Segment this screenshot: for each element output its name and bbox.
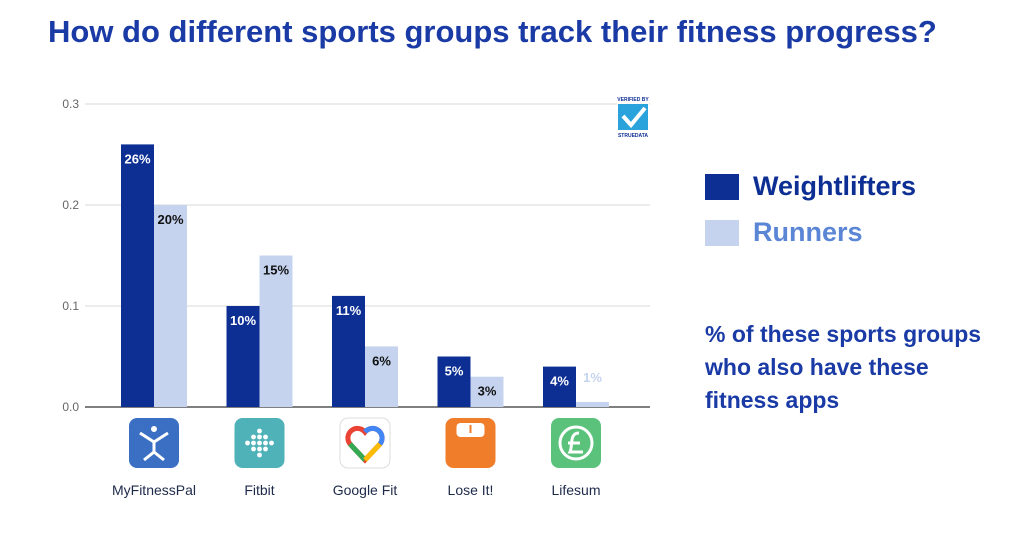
category-labels: MyFitnessPal Fitbit Google Fit Lose It! Life…: [112, 482, 601, 498]
bar-weightlifters: [226, 306, 260, 407]
category-label: Lose It!: [448, 482, 494, 498]
legend-label-runners: Runners: [753, 217, 863, 247]
data-label: 10%: [230, 313, 256, 328]
data-label: 26%: [124, 151, 150, 166]
bar-runners: [365, 346, 398, 407]
data-label: 3%: [478, 384, 497, 399]
y-tick-label: 0.1: [62, 299, 79, 313]
bars: [121, 144, 609, 407]
legend-item-weightlifters: Weightlifters: [705, 171, 916, 202]
fitbit-icon: [234, 418, 285, 468]
bar-runners: [154, 205, 187, 407]
data-label: 11%: [336, 303, 362, 318]
y-tick-label: 0.0: [62, 400, 79, 414]
category-label: Google Fit: [333, 482, 398, 498]
lose-it-icon: [445, 418, 496, 468]
myfitnesspal-icon: [129, 418, 179, 468]
verified-badge: VERIFIED BY STRUEDATA: [617, 97, 649, 139]
google-fit-icon: [339, 417, 391, 469]
lifesum-icon: [551, 418, 601, 468]
data-labels: 26% 10% 11% 5% 4% 20% 15% 6% 3% 1%: [124, 151, 602, 398]
y-tick-label: 0.3: [62, 97, 79, 111]
data-label: 6%: [372, 353, 391, 368]
bar-runners: [259, 255, 293, 407]
y-tick-label: 0.2: [62, 198, 79, 212]
legend-item-runners: Runners: [705, 217, 863, 248]
bar-runners: [470, 376, 504, 407]
chart-note: % of these sports groups who also have t…: [705, 321, 982, 413]
category-label: Lifesum: [551, 482, 600, 498]
badge-top-text: VERIFIED BY: [617, 97, 649, 103]
legend-swatch-runners: [705, 219, 739, 246]
legend-label-weightlifters: Weightlifters: [753, 171, 917, 201]
category-label: MyFitnessPal: [112, 482, 196, 498]
badge-bottom-text: STRUEDATA: [618, 133, 648, 139]
category-label: Fitbit: [244, 482, 274, 498]
app-icons: [129, 417, 601, 469]
data-label: 20%: [157, 212, 183, 227]
data-label: 5%: [445, 364, 464, 379]
bar-weightlifters: [121, 144, 154, 407]
data-label: 1%: [583, 370, 602, 385]
bar-weightlifters: [543, 366, 576, 407]
data-label: 15%: [263, 263, 289, 278]
data-label: 4%: [550, 374, 569, 389]
bar-weightlifters: [437, 356, 471, 407]
legend-swatch-weightlifters: [705, 173, 739, 200]
bar-runners: [576, 401, 609, 407]
chart-title: How do different sports groups track the…: [48, 14, 937, 49]
bar-weightlifters: [332, 295, 365, 407]
